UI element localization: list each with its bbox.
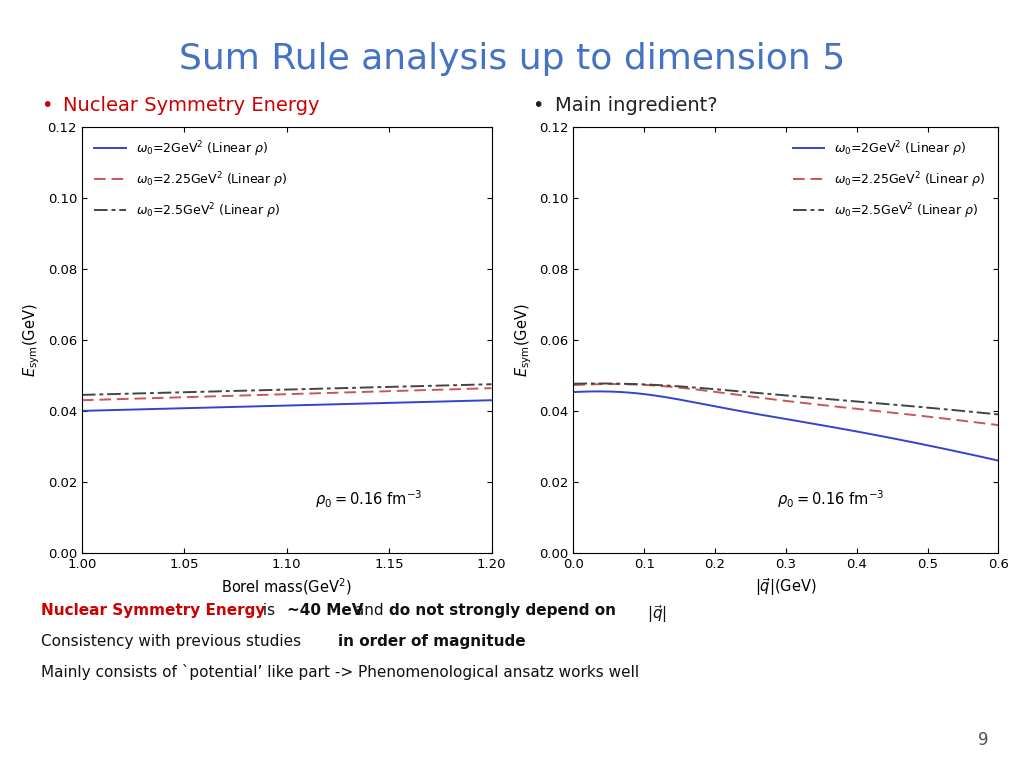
Text: $|\vec{q}|$: $|\vec{q}|$ [647,603,667,625]
Text: do not strongly depend on: do not strongly depend on [389,603,622,618]
Text: is: is [258,603,280,618]
Text: •: • [532,96,544,115]
Text: 9: 9 [978,731,988,749]
Text: Main ingredient?: Main ingredient? [555,96,718,115]
Y-axis label: $E_{\rm sym}$(GeV): $E_{\rm sym}$(GeV) [513,303,534,376]
Text: Mainly consists of `potential’ like part -> Phenomenological ansatz works well: Mainly consists of `potential’ like part… [41,664,639,680]
Text: Consistency with previous studies: Consistency with previous studies [41,634,306,649]
X-axis label: Borel mass(GeV$^2$): Borel mass(GeV$^2$) [221,576,352,597]
Text: Sum Rule analysis up to dimension 5: Sum Rule analysis up to dimension 5 [179,42,845,76]
Text: in order of magnitude: in order of magnitude [338,634,525,649]
Legend: $\omega_0$=2GeV$^2$ (Linear $\rho$), $\omega_0$=2.25GeV$^2$ (Linear $\rho$), $\o: $\omega_0$=2GeV$^2$ (Linear $\rho$), $\o… [88,133,293,227]
Text: ~40 MeV: ~40 MeV [287,603,364,618]
Y-axis label: $E_{\rm sym}$(GeV): $E_{\rm sym}$(GeV) [22,303,42,376]
Legend: $\omega_0$=2GeV$^2$ (Linear $\rho$), $\omega_0$=2.25GeV$^2$ (Linear $\rho$), $\o: $\omega_0$=2GeV$^2$ (Linear $\rho$), $\o… [787,133,992,227]
Text: and: and [350,603,389,618]
Text: Nuclear Symmetry Energy: Nuclear Symmetry Energy [41,603,265,618]
Text: •: • [41,96,52,115]
Text: $\rho_0 = 0.16\ \mathrm{fm}^{-3}$: $\rho_0 = 0.16\ \mathrm{fm}^{-3}$ [777,488,885,510]
X-axis label: $|\vec{q}|$(GeV): $|\vec{q}|$(GeV) [755,576,817,598]
Text: $\rho_0 = 0.16\ \mathrm{fm}^{-3}$: $\rho_0 = 0.16\ \mathrm{fm}^{-3}$ [315,488,423,510]
Text: Nuclear Symmetry Energy: Nuclear Symmetry Energy [63,96,319,115]
